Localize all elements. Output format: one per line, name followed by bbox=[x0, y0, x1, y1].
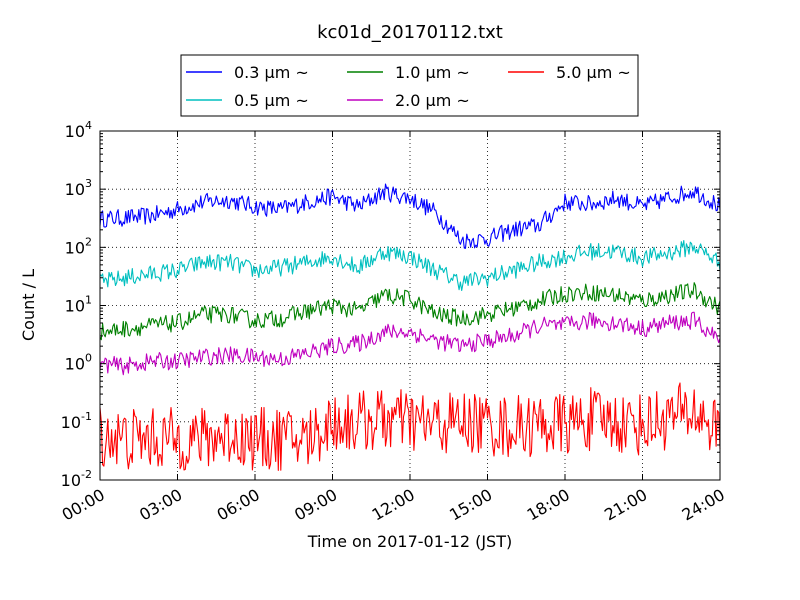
legend-label: 2.0 μm ~ bbox=[395, 91, 470, 110]
y-tick-label-exponent: 3 bbox=[85, 177, 92, 190]
y-tick-label: 103 bbox=[65, 177, 92, 199]
y-tick-label-exponent: 4 bbox=[85, 119, 92, 132]
y-tick-label-base: 10 bbox=[65, 297, 85, 316]
series-line-2 bbox=[99, 282, 721, 341]
y-tick-label-base: 10 bbox=[61, 413, 81, 432]
grid bbox=[100, 131, 720, 480]
series-line-4 bbox=[99, 382, 721, 471]
y-tick-label-exponent: 2 bbox=[85, 235, 92, 248]
legend-label: 0.3 μm ~ bbox=[234, 63, 309, 82]
legend-item: 2.0 μm ~ bbox=[347, 91, 470, 110]
y-tick-label-base: 10 bbox=[65, 355, 85, 374]
y-tick-label: 102 bbox=[65, 235, 92, 257]
legend: 0.3 μm ~ 0.5 μm ~ 1.0 μm ~ 2.0 μm ~ 5.0 μm ~ bbox=[180, 54, 639, 117]
y-tick-label-base: 10 bbox=[65, 122, 85, 141]
x-axis-label: Time on 2017-01-12 (JST) bbox=[307, 532, 512, 551]
series-lines bbox=[99, 183, 721, 471]
y-tick-label: 10-1 bbox=[61, 410, 92, 432]
y-tick-label-exponent: -1 bbox=[81, 410, 92, 423]
series-line-3 bbox=[99, 311, 721, 376]
legend-item: 0.5 μm ~ bbox=[186, 91, 309, 110]
y-tick-label-exponent: -2 bbox=[81, 468, 92, 481]
legend-label: 0.5 μm ~ bbox=[234, 91, 309, 110]
legend-item: 1.0 μm ~ bbox=[347, 63, 470, 82]
y-axis-label: Count / L bbox=[19, 269, 38, 341]
y-tick-label-base: 10 bbox=[65, 180, 85, 199]
legend-frame bbox=[180, 54, 639, 117]
y-tick-label: 101 bbox=[65, 294, 92, 316]
y-tick-label-exponent: 0 bbox=[85, 352, 92, 365]
y-tick-label-exponent: 1 bbox=[85, 294, 92, 307]
legend-label: 5.0 μm ~ bbox=[556, 63, 631, 82]
legend-item: 5.0 μm ~ bbox=[508, 63, 631, 82]
y-tick-label: 100 bbox=[65, 352, 92, 374]
legend-label: 1.0 μm ~ bbox=[395, 63, 470, 82]
y-tick-label: 10-2 bbox=[61, 468, 92, 490]
axis-ticks bbox=[99, 130, 721, 481]
series-line-0 bbox=[99, 183, 721, 249]
legend-item: 0.3 μm ~ bbox=[186, 63, 309, 82]
y-tick-label-base: 10 bbox=[61, 471, 81, 490]
y-tick-label-base: 10 bbox=[65, 238, 85, 257]
y-tick-label: 104 bbox=[65, 119, 92, 141]
chart-title: kc01d_20170112.txt bbox=[317, 22, 503, 43]
series-line-1 bbox=[99, 240, 721, 292]
